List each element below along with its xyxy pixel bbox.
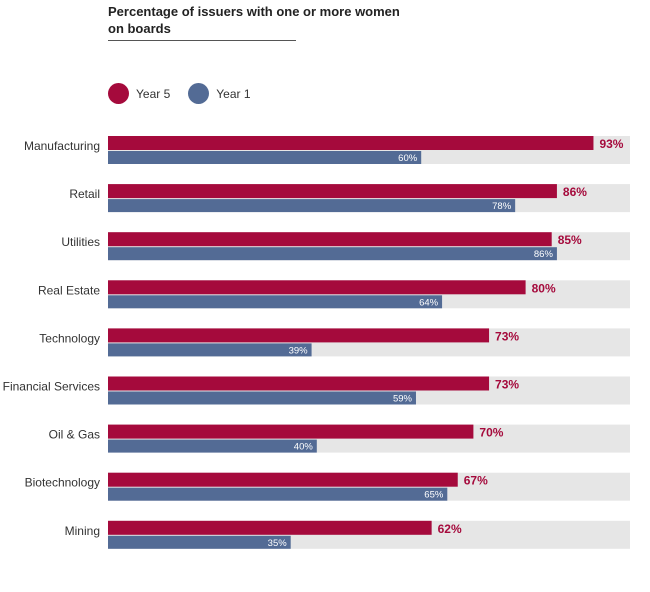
value-label-year-5-utilities: 85% xyxy=(558,233,582,247)
value-label-year-1-financial-services: 59% xyxy=(393,394,413,405)
value-label-year-1-technology: 39% xyxy=(289,345,309,356)
value-label-year-5-real-estate: 80% xyxy=(532,281,556,295)
title-divider xyxy=(108,40,296,41)
legend-swatch-year-1 xyxy=(188,83,210,104)
value-label-year-5-retail: 86% xyxy=(563,185,587,199)
legend-label-year-1: Year 1 xyxy=(216,86,251,101)
value-label-year-1-biotechnology: 65% xyxy=(424,490,444,501)
bar-year-1-real-estate xyxy=(108,295,443,309)
bar-year-5-biotechnology xyxy=(108,472,458,487)
value-label-year-1-manufacturing: 60% xyxy=(398,153,418,164)
value-label-year-5-manufacturing: 93% xyxy=(599,137,623,151)
bar-year-1-mining xyxy=(108,535,291,549)
category-label-manufacturing: Manufacturing xyxy=(24,139,100,153)
legend-item-year-5: Year 5 xyxy=(108,83,170,104)
bar-year-5-technology xyxy=(108,328,490,343)
value-label-year-1-oil-gas: 40% xyxy=(294,442,314,453)
bar-year-5-utilities xyxy=(108,232,552,247)
category-label-biotechnology: Biotechnology xyxy=(25,476,100,490)
category-label-utilities: Utilities xyxy=(61,235,100,249)
value-label-year-5-oil-gas: 70% xyxy=(479,426,503,440)
bar-year-5-retail xyxy=(108,184,557,199)
bar-year-1-technology xyxy=(108,343,312,357)
category-label-retail: Retail xyxy=(69,187,100,201)
value-label-year-1-mining: 35% xyxy=(268,538,288,549)
category-label-technology: Technology xyxy=(39,331,100,345)
category-label-mining: Mining xyxy=(65,524,100,538)
value-label-year-5-technology: 73% xyxy=(495,329,519,343)
category-label-financial-services: Financial Services xyxy=(3,380,100,394)
bar-year-1-utilities xyxy=(108,247,557,261)
value-label-year-5-mining: 62% xyxy=(438,522,462,536)
category-label-oil-gas: Oil & Gas xyxy=(49,428,100,442)
bar-year-1-biotechnology xyxy=(108,487,448,501)
bar-year-5-oil-gas xyxy=(108,424,474,439)
bar-year-5-real-estate xyxy=(108,280,526,295)
value-label-year-1-retail: 78% xyxy=(492,201,512,212)
bar-year-1-retail xyxy=(108,199,516,213)
bar-year-1-oil-gas xyxy=(108,439,317,453)
value-label-year-5-financial-services: 73% xyxy=(495,378,519,392)
legend-swatch-year-5 xyxy=(108,83,129,104)
category-label-real-estate: Real Estate xyxy=(38,283,100,297)
legend: Year 5 Year 1 xyxy=(108,83,269,104)
bar-year-5-manufacturing xyxy=(108,136,594,150)
bar-year-5-mining xyxy=(108,520,432,535)
value-label-year-1-utilities: 86% xyxy=(534,249,554,260)
bar-year-5-financial-services xyxy=(108,376,490,391)
legend-item-year-1: Year 1 xyxy=(188,83,251,104)
legend-label-year-5: Year 5 xyxy=(136,86,171,101)
chart-title: Percentage of issuers with one or more w… xyxy=(108,4,400,36)
bar-year-1-manufacturing xyxy=(108,151,422,164)
value-label-year-1-real-estate: 64% xyxy=(419,297,439,308)
bar-year-1-financial-services xyxy=(108,391,416,405)
value-label-year-5-biotechnology: 67% xyxy=(464,474,488,488)
